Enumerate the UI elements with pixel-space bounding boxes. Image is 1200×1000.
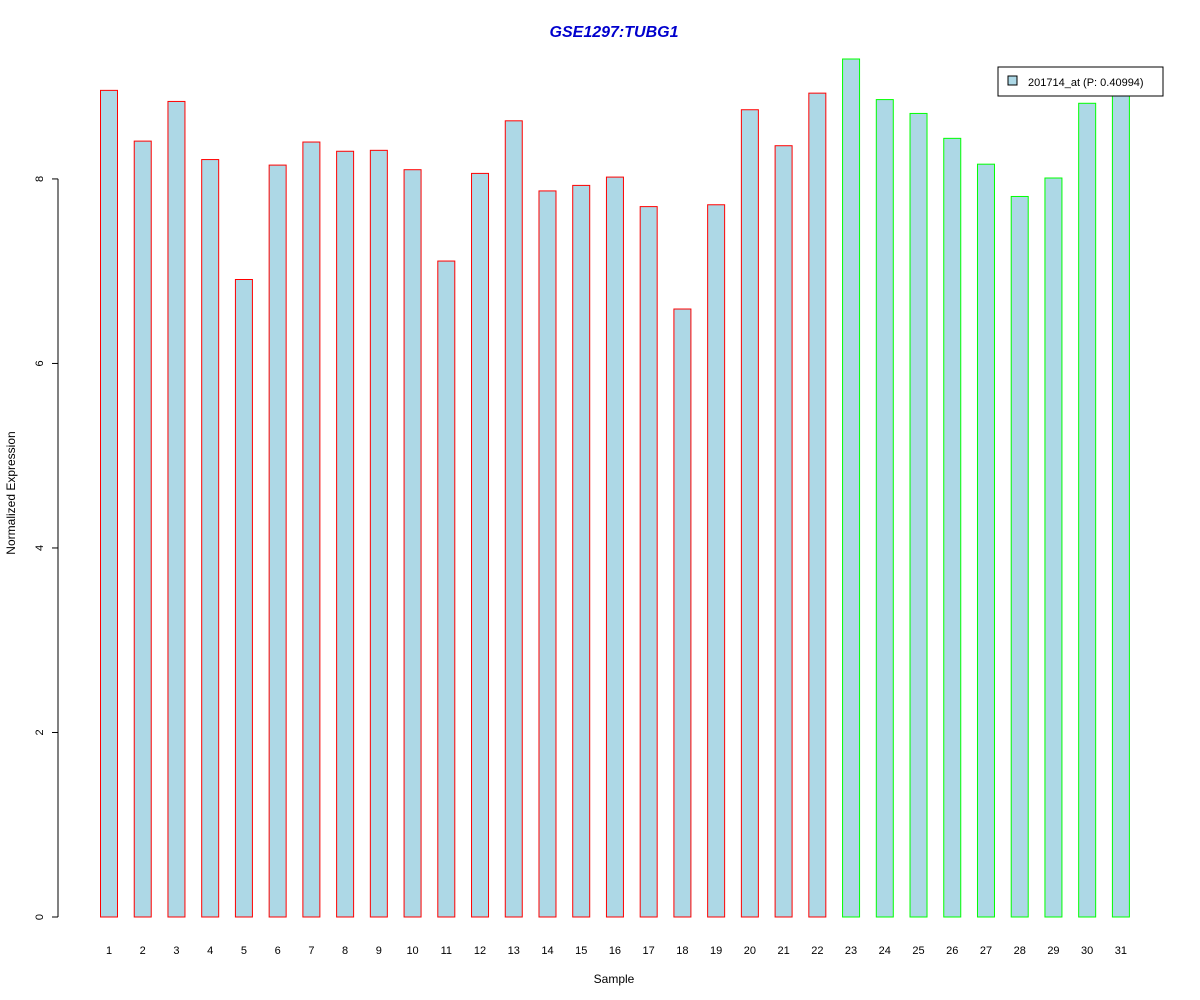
x-tick-label: 12 [474, 945, 486, 957]
y-tick-label: 6 [34, 360, 46, 366]
y-axis-label: Normalized Expression [4, 431, 18, 554]
x-tick-label: 16 [609, 945, 621, 957]
x-tick-label: 25 [912, 945, 924, 957]
x-tick-label: 19 [710, 945, 722, 957]
x-tick-label: 4 [207, 945, 213, 957]
bar-sample-15 [572, 184, 591, 918]
y-tick-label: 4 [34, 545, 46, 551]
bar-sample-5 [234, 278, 253, 918]
bar-sample-21 [774, 145, 793, 918]
x-tick-label: 29 [1047, 945, 1059, 957]
x-tick-label: 17 [643, 945, 655, 957]
bar-sample-22 [808, 92, 827, 918]
y-tick-label: 8 [34, 176, 46, 182]
bar-sample-24 [875, 99, 894, 918]
bar-sample-11 [437, 260, 456, 918]
bar-sample-10 [403, 169, 422, 918]
bars-group [100, 58, 1130, 918]
x-tick-label: 6 [275, 945, 281, 957]
bar-sample-20 [740, 109, 759, 918]
x-tick-label: 10 [406, 945, 418, 957]
x-tick-label: 18 [676, 945, 688, 957]
x-tick-label: 23 [845, 945, 857, 957]
legend-box [997, 66, 1164, 97]
bar-sample-2 [133, 140, 152, 918]
x-tick-label: 13 [508, 945, 520, 957]
x-tick-label: 28 [1014, 945, 1026, 957]
x-tick-label: 22 [811, 945, 823, 957]
bar-sample-7 [302, 141, 321, 918]
bar-sample-26 [943, 137, 962, 918]
bar-sample-4 [201, 159, 220, 918]
x-tick-labels: 1 2 3 4 5 6 7 8 9 10 11 12 13 14 15 16 17 18 19 20 21 22 23 24 2… [106, 945, 1127, 957]
x-axis-label: Sample [594, 972, 635, 986]
x-tick-label: 26 [946, 945, 958, 957]
bar-sample-19 [707, 204, 726, 918]
bar-sample-6 [268, 164, 287, 918]
legend: 201714_at (P: 0.40994) [997, 66, 1164, 97]
bar-sample-1 [100, 89, 118, 918]
x-tick-label: 30 [1081, 945, 1093, 957]
x-tick-label: 14 [541, 945, 553, 957]
x-tick-label: 27 [980, 945, 992, 957]
bar-sample-13 [504, 120, 523, 918]
bar-sample-28 [1010, 195, 1029, 918]
legend-label: 201714_at (P: 0.40994) [1028, 77, 1144, 89]
x-tick-label: 7 [308, 945, 314, 957]
bar-sample-17 [639, 206, 658, 918]
bar-sample-18 [673, 308, 692, 918]
y-tick-label: 2 [34, 729, 46, 735]
x-tick-label: 20 [744, 945, 756, 957]
bar-sample-14 [538, 190, 557, 918]
y-tick-label: 0 [34, 914, 46, 920]
bar-sample-9 [369, 149, 388, 918]
bar-sample-30 [1078, 102, 1097, 918]
x-tick-label: 1 [106, 945, 112, 957]
x-tick-label: 2 [140, 945, 146, 957]
x-tick-label: 31 [1115, 945, 1127, 957]
x-tick-label: 9 [376, 945, 382, 957]
bar-sample-3 [167, 100, 186, 918]
x-tick-label: 15 [575, 945, 587, 957]
x-tick-label: 11 [441, 945, 452, 957]
legend-swatch [1007, 75, 1018, 86]
bar-sample-29 [1044, 177, 1063, 918]
x-tick-label: 5 [241, 945, 247, 957]
x-tick-label: 3 [173, 945, 179, 957]
bar-sample-16 [605, 176, 624, 918]
bar-sample-23 [842, 58, 861, 918]
chart-title: GSE1297:TUBG1 [550, 24, 679, 41]
x-tick-label: 21 [777, 945, 789, 957]
bar-sample-27 [976, 163, 995, 918]
bar-sample-31 [1111, 88, 1130, 918]
bar-sample-8 [336, 150, 355, 918]
bar-sample-25 [909, 112, 928, 918]
bar-sample-12 [471, 172, 490, 918]
x-tick-label: 24 [879, 945, 891, 957]
y-axis: 0 2 4 6 8 [34, 176, 59, 920]
x-tick-label: 8 [342, 945, 348, 957]
